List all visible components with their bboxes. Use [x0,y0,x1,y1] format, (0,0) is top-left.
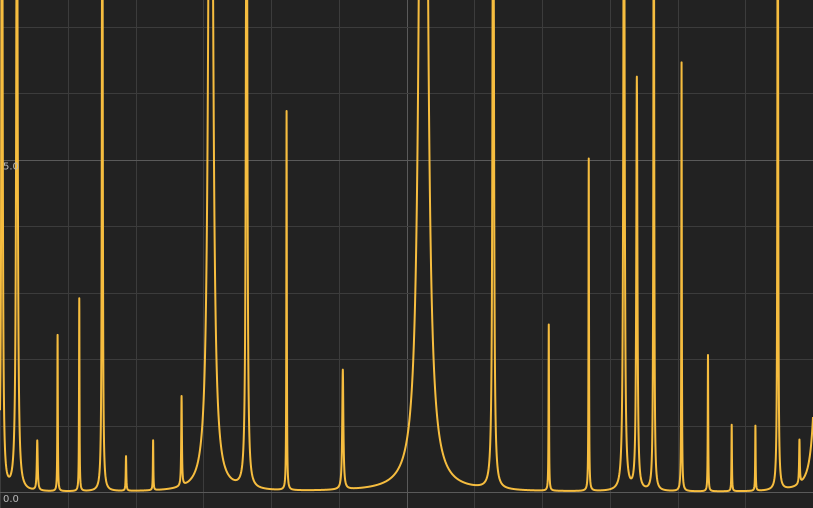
series-group [0,0,813,493]
y-tick-labels: 0.0 5.0 [3,162,19,505]
series-line [0,0,813,493]
y-tick-label: 0.0 [3,494,19,505]
y-tick-label: 5.0 [3,162,19,173]
